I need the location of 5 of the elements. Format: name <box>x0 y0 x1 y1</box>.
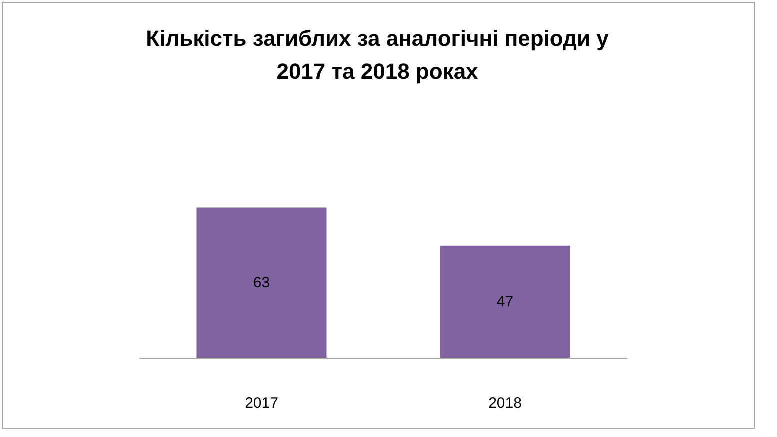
x-tick-label: 2018 <box>488 395 522 412</box>
data-label: 47 <box>496 293 514 310</box>
x-tick-label: 2017 <box>245 395 278 412</box>
chart-title: Кількість загиблих за аналогічні періоди у 2017 та 2018 роках <box>145 25 610 86</box>
data-label: 63 <box>253 274 270 292</box>
